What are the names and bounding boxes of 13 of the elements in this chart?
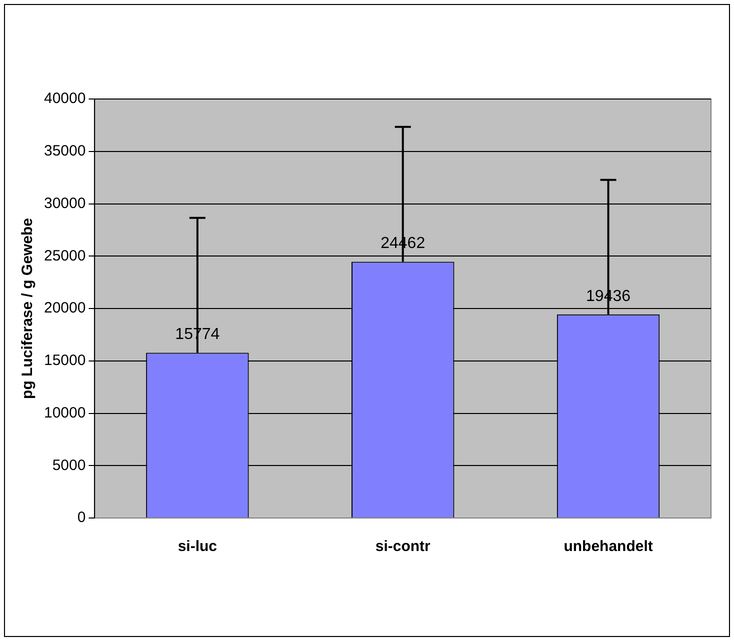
y-axis-title: pg Luciferase / g Gewebe xyxy=(19,218,36,399)
x-tick-label: si-luc xyxy=(178,538,218,556)
y-tick-label: 5000 xyxy=(52,456,86,474)
y-tick-label: 30000 xyxy=(44,194,86,212)
x-tick-label: unbehandelt xyxy=(564,538,653,556)
y-tick-label: 15000 xyxy=(44,352,86,370)
y-tick-label: 10000 xyxy=(44,404,86,422)
y-tick-label: 35000 xyxy=(44,142,86,160)
y-tick-label: 20000 xyxy=(44,300,86,317)
y-tick-label: 0 xyxy=(77,509,86,526)
y-tick-label: 40000 xyxy=(44,90,86,108)
x-tick-label: si-contr xyxy=(375,538,431,556)
y-tick-label: 25000 xyxy=(44,247,86,264)
